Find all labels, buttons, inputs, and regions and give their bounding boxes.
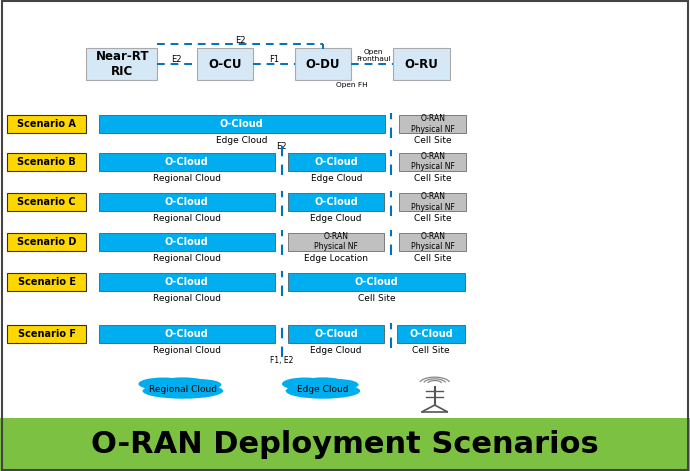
Ellipse shape (286, 383, 360, 398)
Text: Scenario E: Scenario E (17, 277, 76, 287)
Text: Edge Cloud: Edge Cloud (311, 173, 362, 183)
FancyBboxPatch shape (288, 153, 385, 171)
FancyBboxPatch shape (7, 233, 86, 251)
FancyBboxPatch shape (7, 153, 86, 171)
FancyBboxPatch shape (288, 325, 384, 343)
Text: Regional Cloud: Regional Cloud (152, 173, 221, 183)
Text: O-Cloud: O-Cloud (355, 277, 399, 287)
FancyBboxPatch shape (288, 273, 465, 291)
FancyBboxPatch shape (99, 193, 275, 211)
Text: Cell Site: Cell Site (414, 173, 451, 183)
FancyBboxPatch shape (7, 193, 86, 211)
Text: Edge Cloud: Edge Cloud (216, 136, 268, 145)
Text: F1: F1 (269, 55, 279, 65)
FancyBboxPatch shape (7, 115, 86, 133)
FancyBboxPatch shape (393, 48, 450, 80)
FancyBboxPatch shape (0, 418, 690, 471)
Text: Scenario B: Scenario B (17, 156, 76, 167)
Text: O-Cloud: O-Cloud (165, 197, 208, 207)
Text: O-Cloud: O-Cloud (165, 277, 208, 287)
Text: E2: E2 (235, 35, 246, 45)
Ellipse shape (143, 383, 224, 398)
Ellipse shape (282, 378, 328, 390)
FancyBboxPatch shape (7, 325, 86, 343)
Text: E2: E2 (171, 55, 182, 65)
Text: O-Cloud: O-Cloud (409, 329, 453, 339)
Text: O-DU: O-DU (306, 57, 340, 71)
Text: O-RAN
Physical NF: O-RAN Physical NF (411, 232, 455, 252)
Text: Cell Site: Cell Site (413, 346, 450, 355)
Text: O-Cloud: O-Cloud (314, 329, 358, 339)
Text: F1, E2: F1, E2 (270, 356, 293, 365)
FancyBboxPatch shape (99, 115, 385, 133)
Text: Edge Cloud: Edge Cloud (310, 214, 362, 223)
Text: Edge Location: Edge Location (304, 253, 368, 263)
Text: Scenario D: Scenario D (17, 236, 77, 247)
Text: Edge Cloud: Edge Cloud (310, 346, 362, 355)
Text: E2: E2 (276, 142, 287, 152)
Ellipse shape (177, 379, 221, 390)
FancyBboxPatch shape (99, 233, 275, 251)
Text: O-RAN
Physical NF: O-RAN Physical NF (411, 192, 455, 212)
Ellipse shape (300, 377, 346, 389)
Text: Regional Cloud: Regional Cloud (149, 385, 217, 394)
Text: Cell Site: Cell Site (358, 294, 395, 303)
Text: O-RAN
Physical NF: O-RAN Physical NF (411, 152, 455, 171)
Text: O-Cloud: O-Cloud (220, 119, 264, 129)
FancyBboxPatch shape (288, 193, 384, 211)
Ellipse shape (139, 378, 188, 390)
Text: O-Cloud: O-Cloud (165, 156, 208, 167)
Text: Open
Fronthaul: Open Fronthaul (356, 49, 391, 62)
Text: O-Cloud: O-Cloud (165, 236, 208, 247)
Text: O-CU: O-CU (208, 57, 242, 71)
FancyBboxPatch shape (86, 48, 157, 80)
Text: O-Cloud: O-Cloud (165, 329, 208, 339)
FancyBboxPatch shape (288, 233, 384, 251)
Text: O-Cloud: O-Cloud (314, 197, 358, 207)
FancyBboxPatch shape (99, 273, 275, 291)
Ellipse shape (158, 377, 208, 389)
FancyBboxPatch shape (197, 48, 253, 80)
Text: Regional Cloud: Regional Cloud (152, 214, 221, 223)
Text: O-RAN
Physical NF: O-RAN Physical NF (314, 232, 358, 252)
FancyBboxPatch shape (397, 325, 465, 343)
Text: Edge Cloud: Edge Cloud (297, 385, 348, 394)
Text: Cell Site: Cell Site (414, 136, 451, 145)
FancyBboxPatch shape (7, 273, 86, 291)
Text: Scenario A: Scenario A (17, 119, 76, 129)
FancyBboxPatch shape (399, 233, 466, 251)
Text: O-RAN
Physical NF: O-RAN Physical NF (411, 114, 455, 134)
Text: O-RAN Deployment Scenarios: O-RAN Deployment Scenarios (91, 430, 599, 459)
Text: Scenario C: Scenario C (17, 197, 76, 207)
Text: Regional Cloud: Regional Cloud (152, 346, 221, 355)
Text: Cell Site: Cell Site (414, 214, 451, 223)
Text: Regional Cloud: Regional Cloud (152, 294, 221, 303)
Text: O-RU: O-RU (404, 57, 439, 71)
FancyBboxPatch shape (99, 153, 275, 171)
FancyBboxPatch shape (99, 325, 275, 343)
Text: Regional Cloud: Regional Cloud (152, 253, 221, 263)
FancyBboxPatch shape (399, 193, 466, 211)
Text: O-Cloud: O-Cloud (315, 156, 359, 167)
FancyBboxPatch shape (295, 48, 351, 80)
FancyBboxPatch shape (399, 115, 466, 133)
Text: Open FH: Open FH (336, 82, 368, 88)
Text: Near-RT
RIC: Near-RT RIC (95, 50, 149, 78)
FancyBboxPatch shape (399, 153, 466, 171)
Text: Scenario F: Scenario F (17, 329, 76, 339)
Text: Cell Site: Cell Site (414, 253, 451, 263)
Ellipse shape (317, 379, 359, 390)
